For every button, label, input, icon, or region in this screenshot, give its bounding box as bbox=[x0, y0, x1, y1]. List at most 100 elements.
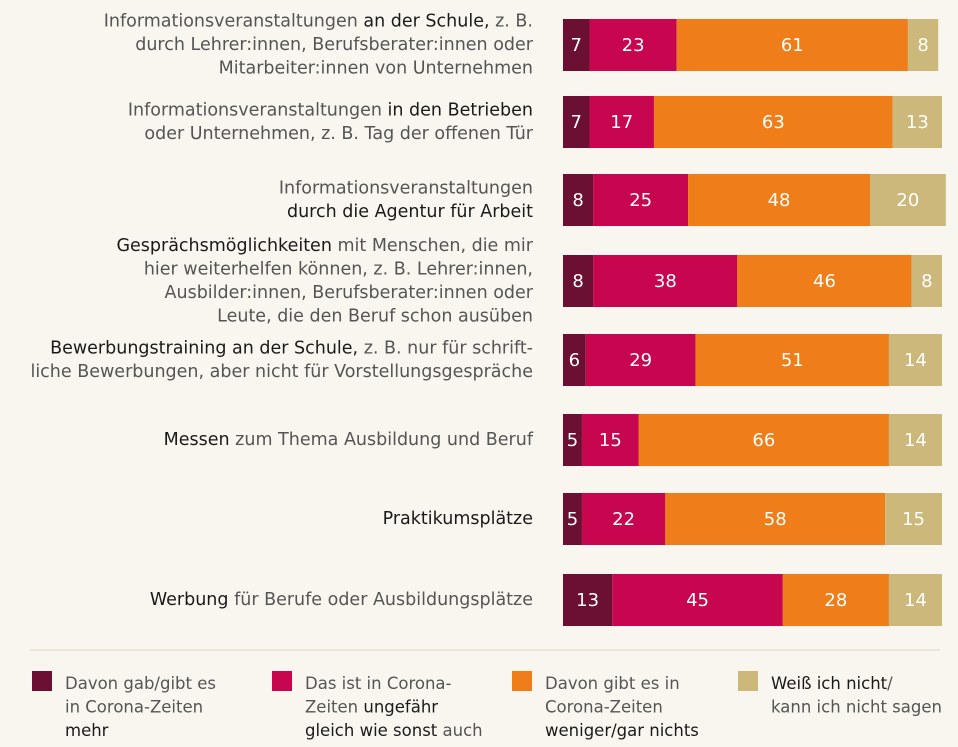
bar-segment bbox=[593, 174, 689, 226]
label-line: Zeiten ungefähr bbox=[305, 697, 438, 716]
bar-segment bbox=[911, 255, 942, 307]
label-line: Gesprächsmöglichkeiten mit Menschen, die… bbox=[116, 236, 533, 256]
value-label: 5 bbox=[567, 509, 578, 530]
label-line: Davon gibt es in bbox=[545, 674, 680, 693]
bar-segment bbox=[563, 96, 590, 148]
value-label: 45 bbox=[686, 590, 709, 611]
label-line: hier weiterhelfen können, z. B. Lehrer:i… bbox=[144, 259, 533, 279]
bar-segment bbox=[885, 493, 942, 545]
value-label: 66 bbox=[752, 430, 775, 451]
label-line: durch die Agentur für Arbeit bbox=[287, 202, 533, 222]
label-line: Bewerbungstraining an der Schule, z. B. … bbox=[50, 338, 533, 358]
bar-segment bbox=[665, 493, 886, 545]
label-run: Messen bbox=[164, 430, 230, 450]
value-label: 13 bbox=[906, 112, 929, 133]
label-run: Weiß ich nicht bbox=[771, 674, 888, 693]
label-run: durch die Agentur für Arbeit bbox=[287, 202, 533, 222]
label-line: mehr bbox=[65, 721, 109, 740]
label-run: Mitarbeiter:innen von Unternehmen bbox=[219, 59, 533, 79]
label-run: Das ist in Corona- bbox=[305, 674, 452, 693]
label-line: gleich wie sonst auch bbox=[305, 721, 483, 740]
value-label: 13 bbox=[576, 590, 599, 611]
label-run: mit Menschen, die mir bbox=[332, 236, 534, 256]
value-label: 7 bbox=[571, 35, 582, 56]
bar-segment bbox=[638, 414, 889, 466]
label-line: Praktikumsplätze bbox=[383, 509, 533, 529]
label-line: Werbung für Berufe oder Ausbildungsplätz… bbox=[150, 590, 533, 610]
value-label: 15 bbox=[599, 430, 622, 451]
label-run: Informationsveranstaltungen bbox=[104, 12, 364, 32]
label-run: Davon gibt es in bbox=[545, 674, 680, 693]
bar-segment bbox=[563, 255, 594, 307]
bar-segment bbox=[888, 574, 942, 626]
label-line: Messen zum Thema Ausbildung und Beruf bbox=[164, 430, 534, 450]
label-run: liche Bewerbungen, aber nicht für Vorste… bbox=[30, 362, 533, 382]
label-line: kann ich nicht sagen bbox=[771, 697, 942, 716]
bar-segment bbox=[563, 493, 582, 545]
label-run: kann ich nicht sagen bbox=[771, 697, 942, 716]
label-run: in den Betrieben bbox=[388, 100, 533, 120]
label-line: durch Lehrer:innen, Berufsberater:innen … bbox=[135, 35, 534, 55]
label-line: Informationsveranstaltungen bbox=[279, 178, 533, 198]
label-run: Werbung bbox=[150, 590, 229, 610]
value-label: 25 bbox=[629, 190, 652, 211]
label-run: oder Unternehmen, z. B. Tag der offenen … bbox=[144, 124, 533, 144]
legend-swatch bbox=[32, 671, 52, 691]
label-line: Leute, die den Beruf schon ausüben bbox=[217, 306, 533, 326]
label-run: z. B. nur für schrift- bbox=[358, 338, 533, 358]
label-line: weniger/gar nichts bbox=[545, 721, 699, 740]
bar-segment bbox=[563, 414, 582, 466]
bar-segment bbox=[782, 574, 889, 626]
value-label: 5 bbox=[567, 430, 578, 451]
value-label: 7 bbox=[571, 112, 582, 133]
value-label: 29 bbox=[629, 350, 652, 371]
bar-segment bbox=[589, 19, 677, 71]
value-label: 28 bbox=[824, 590, 847, 611]
value-label: 46 bbox=[813, 271, 836, 292]
label-line: Ausbilder:innen, Berufsberater:innen ode… bbox=[165, 283, 534, 303]
value-label: 14 bbox=[904, 350, 927, 371]
label-run: Leute, die den Beruf schon ausüben bbox=[217, 306, 533, 326]
label-line: Mitarbeiter:innen von Unternehmen bbox=[219, 59, 533, 79]
bar-segment bbox=[907, 19, 939, 71]
bar-segment bbox=[612, 574, 783, 626]
label-run: Informationsveranstaltungen bbox=[279, 178, 533, 198]
value-label: 8 bbox=[917, 35, 928, 56]
label-run: durch Lehrer:innen, Berufsberater:innen … bbox=[135, 35, 534, 55]
bar-segment bbox=[892, 96, 942, 148]
value-label: 58 bbox=[764, 509, 787, 530]
bar-segment bbox=[869, 174, 946, 226]
legend-swatch bbox=[738, 671, 758, 691]
bar-segment bbox=[563, 174, 594, 226]
value-label: 20 bbox=[896, 190, 919, 211]
value-label: 51 bbox=[781, 350, 804, 371]
label-run: Gesprächsmöglichkeiten bbox=[116, 236, 331, 256]
value-label: 48 bbox=[768, 190, 791, 211]
legend-swatch bbox=[272, 671, 292, 691]
label-line: liche Bewerbungen, aber nicht für Vorste… bbox=[30, 362, 533, 382]
value-label: 8 bbox=[572, 190, 583, 211]
label-line: in Corona-Zeiten bbox=[65, 697, 203, 716]
value-label: 61 bbox=[781, 35, 804, 56]
label-run: in Corona-Zeiten bbox=[65, 697, 203, 716]
bar-segment bbox=[585, 334, 696, 386]
bar-segment bbox=[695, 334, 889, 386]
value-label: 14 bbox=[904, 430, 927, 451]
label-run: gleich wie sonst bbox=[305, 721, 438, 740]
label-run: Zeiten bbox=[305, 697, 363, 716]
label-run: Corona-Zeiten bbox=[545, 697, 663, 716]
bar-segment bbox=[676, 19, 908, 71]
label-run: an der Schule, bbox=[363, 12, 489, 32]
label-run: z. B. bbox=[490, 12, 533, 32]
value-label: 14 bbox=[904, 590, 927, 611]
label-line: Weiß ich nicht/ bbox=[771, 674, 893, 693]
bar-segment bbox=[563, 19, 590, 71]
label-run: zum Thema Ausbildung und Beruf bbox=[230, 430, 534, 450]
bar-segment bbox=[563, 574, 613, 626]
label-run: weniger/gar nichts bbox=[545, 721, 699, 740]
bar-segment bbox=[888, 334, 942, 386]
value-label: 6 bbox=[569, 350, 580, 371]
label-run: / bbox=[887, 674, 893, 693]
